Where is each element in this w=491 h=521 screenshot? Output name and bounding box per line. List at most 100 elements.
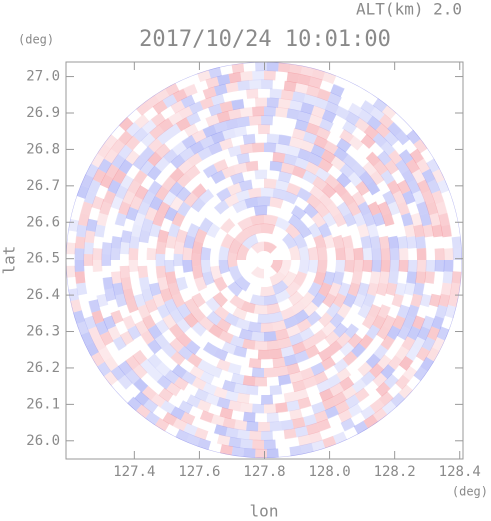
echo-cell (135, 101, 151, 116)
echo-cell (103, 371, 118, 387)
echo-cell (228, 436, 242, 448)
echo-cell (266, 448, 279, 458)
echo-cell (141, 190, 156, 206)
echo-cell (371, 247, 382, 260)
echo-cell (300, 102, 315, 115)
echo-cell (128, 247, 139, 260)
echo-cell (425, 248, 436, 260)
echo-cell (318, 347, 334, 362)
echo-cell (319, 388, 334, 402)
echo-cell (192, 170, 209, 186)
echo-cell (194, 347, 210, 362)
echo-cell (345, 144, 361, 160)
echo-cell (211, 414, 225, 427)
echo-cell (316, 246, 328, 260)
echo-cell (387, 201, 401, 216)
y-tick-label: 26.2 (26, 360, 60, 376)
echo-cell (292, 127, 306, 141)
echo-cell (327, 414, 342, 428)
echo-cell (409, 356, 424, 372)
echo-cell (213, 120, 228, 134)
echo-cell (289, 136, 304, 149)
echo-cell (183, 312, 199, 329)
echo-cell (216, 148, 231, 162)
echo-cell (236, 116, 250, 128)
echo-cell (390, 112, 406, 128)
echo-cell (280, 306, 296, 321)
echo-cell (286, 436, 300, 448)
echo-cell (369, 170, 385, 186)
echo-cell (119, 330, 134, 346)
echo-cell (376, 223, 389, 238)
echo-cell (210, 336, 226, 350)
echo-cell (275, 328, 290, 341)
echo-cell (111, 153, 126, 169)
echo-cell (382, 190, 396, 206)
echo-cell (219, 444, 233, 456)
echo-cell (94, 282, 106, 296)
echo-cell (161, 176, 177, 192)
echo-cell (183, 123, 199, 138)
echo-cell (178, 400, 193, 415)
echo-cell (376, 282, 389, 297)
echo-cell (411, 336, 426, 352)
echo-cell (300, 65, 314, 78)
echo-cell (365, 324, 381, 340)
echo-cell (237, 429, 250, 440)
echo-cell (125, 383, 141, 399)
echo-cell (150, 112, 166, 127)
echo-cell (253, 205, 268, 216)
echo-cell (310, 362, 326, 376)
echo-cell (323, 234, 336, 249)
echo-cell (294, 119, 309, 132)
echo-cell (224, 193, 240, 208)
echo-cell (122, 315, 136, 330)
echo-cell (146, 247, 157, 260)
echo-cell (155, 361, 171, 377)
echo-cell (162, 190, 177, 206)
echo-cell (391, 140, 407, 155)
echo-cell (307, 260, 319, 274)
echo-cell (297, 434, 312, 447)
echo-cell (173, 265, 185, 279)
echo-cell (140, 372, 156, 388)
echo-cell (164, 247, 175, 260)
echo-cell (254, 340, 268, 351)
echo-cell (319, 118, 334, 132)
echo-cell (285, 281, 301, 297)
echo-cell (164, 135, 180, 151)
echo-cell (118, 130, 133, 146)
echo-cell (198, 302, 214, 318)
echo-cell (280, 419, 294, 431)
echo-cell (372, 190, 387, 206)
echo-cell (264, 142, 277, 153)
echo-cell (283, 354, 298, 367)
echo-cell (167, 223, 181, 238)
echo-cell (398, 120, 414, 136)
echo-cell (369, 235, 381, 249)
echo-cell (261, 79, 273, 90)
echo-cell (122, 288, 135, 302)
echo-cell (410, 293, 423, 308)
echo-cell (294, 350, 310, 364)
echo-cell (333, 146, 349, 162)
echo-cell (249, 430, 262, 441)
echo-cell (440, 282, 452, 296)
echo-cell (327, 340, 343, 356)
echo-cell (92, 336, 107, 352)
echo-cell (92, 260, 103, 272)
echo-cell (362, 293, 376, 308)
echo-cell (77, 212, 90, 227)
echo-cell (280, 162, 295, 175)
echo-cell (280, 345, 295, 358)
echo-cell (129, 309, 144, 325)
echo-cell (146, 260, 157, 273)
echo-cell (218, 330, 234, 344)
echo-cell (171, 364, 187, 379)
echo-cell (92, 271, 104, 284)
echo-cell (264, 266, 278, 279)
echo-cell (160, 400, 176, 415)
echo-cell (241, 270, 259, 287)
echo-cell (118, 304, 131, 319)
echo-cell (139, 146, 155, 162)
